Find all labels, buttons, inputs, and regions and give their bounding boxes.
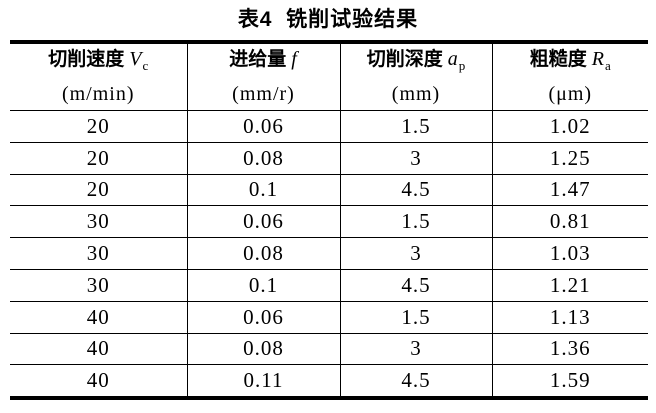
table-cell: 4.5 (340, 174, 493, 207)
variable-symbol: Ra (591, 48, 611, 73)
column-label: 切削深度 ap (366, 48, 466, 73)
table-cell: 30 (10, 205, 188, 239)
table-row: 20 0.08 3 1.25 (10, 142, 648, 175)
table-cell: 0.06 (187, 301, 341, 334)
column-header-feed-rate: 进给量 f (mm/r) (187, 42, 341, 111)
table-cell: 20 (10, 110, 188, 143)
table-cell: 3 (340, 333, 493, 366)
column-unit: (μm) (548, 83, 593, 105)
table-row: 30 0.06 1.5 0.81 (10, 205, 648, 239)
results-table: 切削速度 Vc (m/min) 进给量 f (mm/r) 切削深度 ap (mm) 粗… (10, 40, 648, 401)
table-cell: 1.36 (492, 333, 648, 366)
table-cell: 0.11 (187, 364, 341, 399)
table-cell: 1.21 (492, 269, 648, 302)
table-cell: 30 (10, 237, 188, 270)
column-header-roughness: 粗糙度 Ra (μm) (492, 42, 648, 111)
column-unit: (m/min) (61, 83, 135, 105)
table-cell: 1.5 (340, 110, 493, 143)
column-label: 进给量 f (229, 48, 297, 70)
table-cell: 3 (340, 237, 493, 270)
table-cell: 0.1 (187, 174, 341, 207)
table-row: 20 0.1 4.5 1.47 (10, 174, 648, 207)
column-header-cutting-depth: 切削深度 ap (mm) (340, 42, 493, 111)
table-cell: 0.08 (187, 237, 341, 270)
table-cell: 40 (10, 333, 188, 366)
table-cell: 0.08 (187, 142, 341, 175)
table-cell: 1.03 (492, 237, 648, 270)
variable-symbol: ap (447, 48, 466, 73)
table-cell: 20 (10, 142, 188, 175)
column-unit: (mm) (391, 83, 441, 105)
table-cell: 3 (340, 142, 493, 175)
table-cell: 40 (10, 364, 188, 399)
table-row: 30 0.08 3 1.03 (10, 237, 648, 270)
table-row: 40 0.08 3 1.36 (10, 333, 648, 366)
variable-symbol: Vc (129, 48, 149, 73)
header-row: 切削速度 Vc (m/min) 进给量 f (mm/r) 切削深度 ap (mm) 粗… (10, 42, 648, 111)
table-cell: 4.5 (340, 364, 493, 399)
column-unit: (mm/r) (232, 83, 295, 105)
table-row: 20 0.06 1.5 1.02 (10, 110, 648, 143)
table-cell: 1.47 (492, 174, 648, 207)
table-cell: 30 (10, 269, 188, 302)
column-label: 切削速度 Vc (48, 48, 149, 73)
table-cell: 4.5 (340, 269, 493, 302)
table-cell: 0.1 (187, 269, 341, 302)
table-row: 40 0.06 1.5 1.13 (10, 301, 648, 334)
variable-symbol: f (291, 48, 297, 70)
table-cell: 40 (10, 301, 188, 334)
column-header-cutting-speed: 切削速度 Vc (m/min) (10, 42, 188, 111)
column-label: 粗糙度 Ra (529, 48, 611, 73)
table-cell: 1.59 (492, 364, 648, 399)
table-cell: 0.08 (187, 333, 341, 366)
table-cell: 0.06 (187, 205, 341, 239)
table-cell: 1.5 (340, 301, 493, 334)
table-cell: 0.81 (492, 205, 648, 239)
table-cell: 1.13 (492, 301, 648, 334)
table-title: 表4 铣削试验结果 (237, 8, 419, 31)
table-row: 40 0.11 4.5 1.59 (10, 364, 648, 399)
table-cell: 1.25 (492, 142, 648, 175)
table-cell: 1.02 (492, 110, 648, 143)
table-cell: 20 (10, 174, 188, 207)
table-row: 30 0.1 4.5 1.21 (10, 269, 648, 302)
table-cell: 0.06 (187, 110, 341, 143)
table-cell: 1.5 (340, 205, 493, 239)
